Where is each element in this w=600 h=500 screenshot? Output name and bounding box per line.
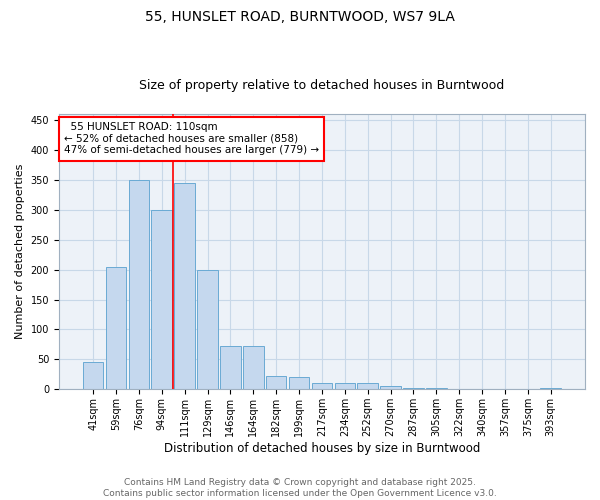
Title: Size of property relative to detached houses in Burntwood: Size of property relative to detached ho…: [139, 79, 505, 92]
Bar: [83, 362, 103, 390]
Bar: [220, 346, 241, 390]
Bar: [266, 376, 286, 390]
Bar: [151, 210, 172, 390]
Bar: [289, 378, 310, 390]
Bar: [128, 180, 149, 390]
Y-axis label: Number of detached properties: Number of detached properties: [15, 164, 25, 340]
Bar: [426, 388, 446, 390]
Bar: [243, 346, 263, 390]
Text: 55, HUNSLET ROAD, BURNTWOOD, WS7 9LA: 55, HUNSLET ROAD, BURNTWOOD, WS7 9LA: [145, 10, 455, 24]
Text: Contains HM Land Registry data © Crown copyright and database right 2025.
Contai: Contains HM Land Registry data © Crown c…: [103, 478, 497, 498]
Text: 55 HUNSLET ROAD: 110sqm
← 52% of detached houses are smaller (858)
47% of semi-d: 55 HUNSLET ROAD: 110sqm ← 52% of detache…: [64, 122, 319, 156]
Bar: [380, 386, 401, 390]
Bar: [335, 384, 355, 390]
Bar: [106, 266, 126, 390]
Bar: [175, 183, 195, 390]
Bar: [541, 388, 561, 390]
Bar: [358, 384, 378, 390]
Bar: [311, 384, 332, 390]
Bar: [403, 388, 424, 390]
Bar: [197, 270, 218, 390]
X-axis label: Distribution of detached houses by size in Burntwood: Distribution of detached houses by size …: [164, 442, 480, 455]
Bar: [449, 388, 470, 390]
